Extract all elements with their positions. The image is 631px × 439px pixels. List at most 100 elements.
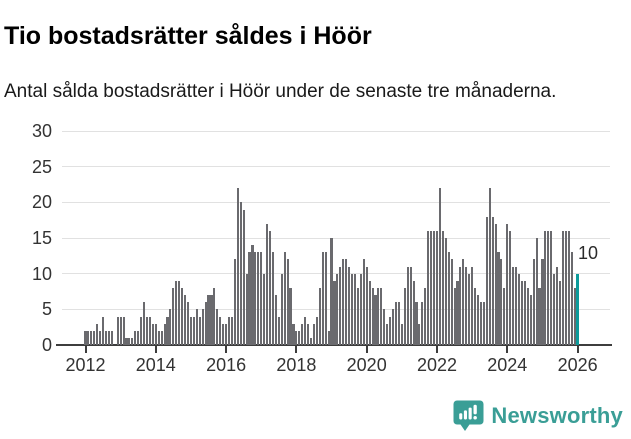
bar <box>315 316 318 345</box>
bar <box>523 280 526 345</box>
bar <box>333 280 336 345</box>
bar <box>447 252 450 345</box>
y-axis-tick-label: 20 <box>31 192 52 213</box>
bar <box>474 288 477 345</box>
x-axis-tick <box>84 346 87 353</box>
bar <box>359 273 362 345</box>
bar <box>233 259 236 345</box>
bar <box>515 266 518 345</box>
x-axis-tick-label: 2026 <box>557 355 598 375</box>
bar <box>573 288 576 345</box>
bar <box>330 238 333 346</box>
bar <box>345 259 348 345</box>
bar <box>107 330 110 345</box>
bar <box>148 316 151 345</box>
newsworthy-speech-bubble-bar-chart-icon <box>453 400 484 432</box>
bar <box>254 252 257 345</box>
x-axis-tick <box>436 346 438 353</box>
bar <box>84 330 87 345</box>
bar <box>286 259 289 345</box>
bar <box>462 259 465 345</box>
chart-subtitle: Antal sålda bostadsrätter i Höör under d… <box>4 81 557 102</box>
bar <box>87 330 90 345</box>
x-axis-tick-label: 2020 <box>346 355 387 375</box>
bar <box>526 288 529 345</box>
bar <box>392 309 395 345</box>
bar <box>93 330 96 345</box>
x-axis-tick-label: 2014 <box>135 355 176 375</box>
bar <box>110 330 113 345</box>
bar <box>312 323 316 345</box>
x-axis-tick <box>576 346 579 353</box>
bar <box>394 302 398 345</box>
bar <box>465 266 468 345</box>
bar <box>482 302 485 345</box>
bar <box>386 323 389 345</box>
bar <box>397 302 400 345</box>
bar <box>280 273 283 345</box>
bar <box>450 259 453 345</box>
bar <box>509 230 512 345</box>
bar <box>225 323 228 345</box>
bar <box>556 266 559 345</box>
bar <box>430 230 433 345</box>
bar <box>304 316 307 345</box>
x-axis-tick <box>506 346 509 353</box>
bar <box>538 288 541 345</box>
bar <box>201 309 204 345</box>
bar <box>406 266 409 345</box>
bar <box>351 273 354 345</box>
x-axis-tick-label: 2022 <box>416 355 458 375</box>
y-axis-tick-label: 30 <box>31 121 52 142</box>
bar <box>128 337 131 345</box>
bar <box>342 259 345 345</box>
bar <box>271 252 275 345</box>
bar <box>365 266 368 345</box>
bar <box>96 323 99 345</box>
bar <box>471 266 474 345</box>
x-axis-tick <box>295 346 298 353</box>
bar <box>236 188 239 345</box>
bar <box>213 288 216 345</box>
bar <box>353 273 357 345</box>
bar <box>500 259 503 345</box>
bar <box>137 330 140 345</box>
newsworthy-logo[interactable]: Newsworthy <box>453 400 623 432</box>
bar <box>532 259 535 345</box>
bar <box>301 323 304 345</box>
y-axis-tick-label: 0 <box>41 335 52 355</box>
bar <box>553 273 556 345</box>
bar <box>90 330 93 345</box>
bar <box>403 288 406 345</box>
bar <box>468 273 471 345</box>
bar <box>166 316 169 345</box>
bar <box>207 295 210 345</box>
bar <box>222 323 225 345</box>
y-axis-tick-label: 25 <box>31 156 52 177</box>
bar <box>418 323 421 345</box>
bar <box>336 273 339 345</box>
bar <box>104 330 108 345</box>
bar <box>494 223 497 345</box>
bar <box>547 230 550 345</box>
x-axis-line <box>56 344 612 346</box>
x-axis-tick <box>225 346 228 353</box>
bar <box>321 252 324 345</box>
bar <box>491 216 494 345</box>
bar <box>371 288 374 345</box>
highlighted-bar <box>575 273 580 345</box>
bar <box>175 280 178 345</box>
bar <box>444 238 447 346</box>
bar <box>122 316 125 345</box>
bar <box>248 252 251 345</box>
bar <box>184 295 187 345</box>
bar <box>195 309 198 345</box>
bar <box>192 316 195 345</box>
bar <box>154 323 157 345</box>
bar <box>441 230 444 345</box>
y-axis-tick-label: 15 <box>31 228 52 249</box>
bar <box>541 259 544 345</box>
bar <box>503 288 506 345</box>
bar <box>427 230 430 345</box>
